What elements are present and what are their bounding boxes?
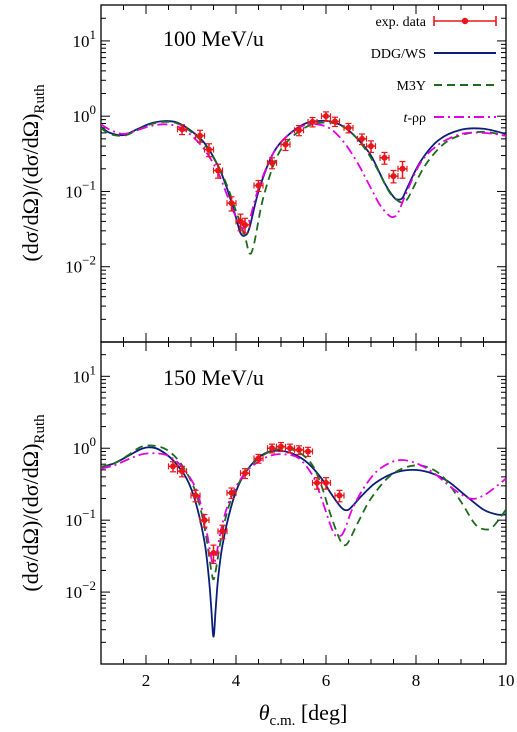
data-point (307, 116, 318, 128)
data-point (212, 163, 224, 179)
data-point (266, 157, 278, 170)
legend-item-exp-data: exp. data (375, 15, 497, 30)
y-axis-label-sub: Ruth (32, 414, 48, 444)
axis-ticks (101, 5, 506, 342)
data-points (176, 111, 408, 234)
curve-ddg (101, 446, 506, 638)
data-point (253, 453, 264, 464)
y-tick-exponent: 0 (90, 102, 97, 117)
y-axis-label-sub: Ruth (32, 84, 48, 114)
data-point (190, 489, 201, 503)
y-axis-label-main: (dσ/dΩ)/(dσ/dΩ) (18, 444, 43, 592)
legend-item-ddg-ws: DDG/WS (371, 47, 496, 62)
data-point (311, 477, 323, 490)
legend: exp. data DDG/WS M3Y t-ρρ (371, 15, 497, 126)
data-points (167, 441, 345, 565)
x-axis-label: θc.m. [deg] (259, 700, 348, 729)
data-point (320, 111, 332, 122)
data-point (329, 116, 341, 128)
y-tick-label: 101 (73, 27, 97, 51)
data-point (365, 140, 377, 154)
data-point (208, 544, 219, 565)
curves (101, 444, 506, 638)
y-tick-label: 101 (73, 362, 97, 386)
energy-label: 100 MeV/u (163, 26, 264, 51)
data-point (199, 513, 210, 528)
curve-ddg (101, 119, 506, 237)
svg-text:exp. data: exp. data (375, 15, 426, 30)
data-point (176, 465, 188, 478)
data-point (379, 151, 390, 165)
data-point (356, 133, 368, 146)
y-axis-label-main: (dσ/dΩ)/(dσ/dΩ) (18, 114, 43, 262)
curve-trr (101, 452, 506, 565)
curve-trr (101, 122, 506, 230)
svg-text:DDG/WS: DDG/WS (371, 47, 426, 62)
data-point (226, 487, 237, 500)
energy-label: 150 MeV/u (163, 365, 264, 390)
x-tick-label: 4 (232, 671, 241, 690)
y-tick-label: 10−1 (65, 177, 96, 201)
x-tick-label: 6 (322, 671, 331, 690)
y-axis-label: (dσ/dΩ)/(dσ/dΩ)Ruth (18, 84, 48, 262)
data-point (167, 461, 179, 473)
y-tick-exponent: −1 (82, 506, 96, 521)
y-tick-label: 100 (73, 434, 97, 458)
data-point (275, 441, 287, 453)
y-tick-exponent: −2 (82, 253, 96, 268)
legend-item-t-rho-rho: t-ρρ (403, 111, 496, 126)
data-point (203, 143, 215, 158)
curves (101, 119, 506, 255)
svg-text:t-ρρ: t-ρρ (403, 111, 426, 126)
y-tick-label: 10−2 (65, 253, 96, 277)
y-tick-exponent: 1 (90, 27, 97, 42)
plot-frame (100, 4, 507, 343)
data-point (239, 217, 251, 234)
y-tick-exponent: −2 (82, 578, 96, 593)
data-point (302, 446, 314, 458)
data-point (320, 477, 332, 490)
y-tick-label: 100 (73, 102, 97, 126)
y-tick-label: 10−2 (65, 578, 96, 602)
x-tick-label: 2 (142, 671, 151, 690)
data-point (397, 160, 408, 179)
y-axis-label: (dσ/dΩ)/(dσ/dΩ)Ruth (18, 414, 48, 592)
y-tick-exponent: 0 (90, 434, 97, 449)
x-tick-labels: 2 4 6 8 10 (142, 671, 515, 690)
data-point (293, 124, 305, 137)
x-tick-label: 10 (498, 671, 515, 690)
data-point (217, 524, 228, 540)
curve-m3y (101, 444, 506, 581)
data-point (176, 124, 188, 136)
data-point (226, 196, 237, 212)
data-point (239, 468, 251, 480)
data-point (388, 169, 399, 184)
data-point (343, 122, 354, 134)
y-tick-exponent: −1 (82, 177, 96, 192)
data-point (334, 489, 345, 503)
axis-ticks (101, 342, 506, 664)
data-point (280, 138, 291, 152)
data-point (194, 129, 206, 143)
y-tick-exponent: 1 (90, 362, 97, 377)
data-point (253, 179, 264, 193)
svg-text:M3Y: M3Y (396, 79, 426, 94)
plot-frame (100, 341, 507, 665)
legend-item-m3y: M3Y (396, 79, 496, 94)
x-tick-label: 8 (412, 671, 421, 690)
curve-m3y (101, 120, 506, 255)
y-tick-label: 10−1 (65, 506, 96, 530)
data-point (293, 445, 305, 456)
